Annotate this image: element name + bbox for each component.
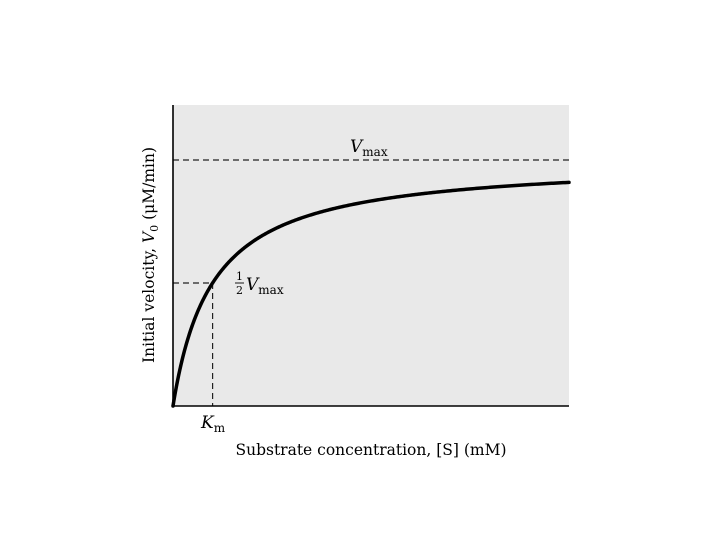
vmax-label-main: V <box>350 137 364 157</box>
y-axis-label-post: (μM/min) <box>140 147 158 225</box>
km-label: Km <box>200 413 226 435</box>
saturation-curve <box>171 180 571 408</box>
half-frac-den: 2 <box>236 284 243 297</box>
half-frac-num: 1 <box>236 270 243 283</box>
y-axis-label-pre: Initial velocity, <box>140 243 158 363</box>
y-axis-label-sub: 0 <box>148 225 161 232</box>
y-axis-label: Initial velocity, V0 (μM/min) <box>140 147 161 363</box>
vmax-label: Vmax <box>350 137 388 159</box>
km-label-main: K <box>200 413 215 433</box>
half-vmax-main: V <box>246 275 260 295</box>
plot-background <box>173 105 569 406</box>
y-axis-label-v: V <box>140 230 158 243</box>
vmax-label-sub: max <box>362 145 388 159</box>
svg-text:Vmax: Vmax <box>246 275 284 297</box>
half-vmax-sub: max <box>258 283 284 297</box>
half-vmax-label: 1 2 Vmax <box>235 270 284 297</box>
km-label-sub: m <box>214 421 226 435</box>
x-axis-label: Substrate concentration, [S] (mM) <box>235 441 506 459</box>
